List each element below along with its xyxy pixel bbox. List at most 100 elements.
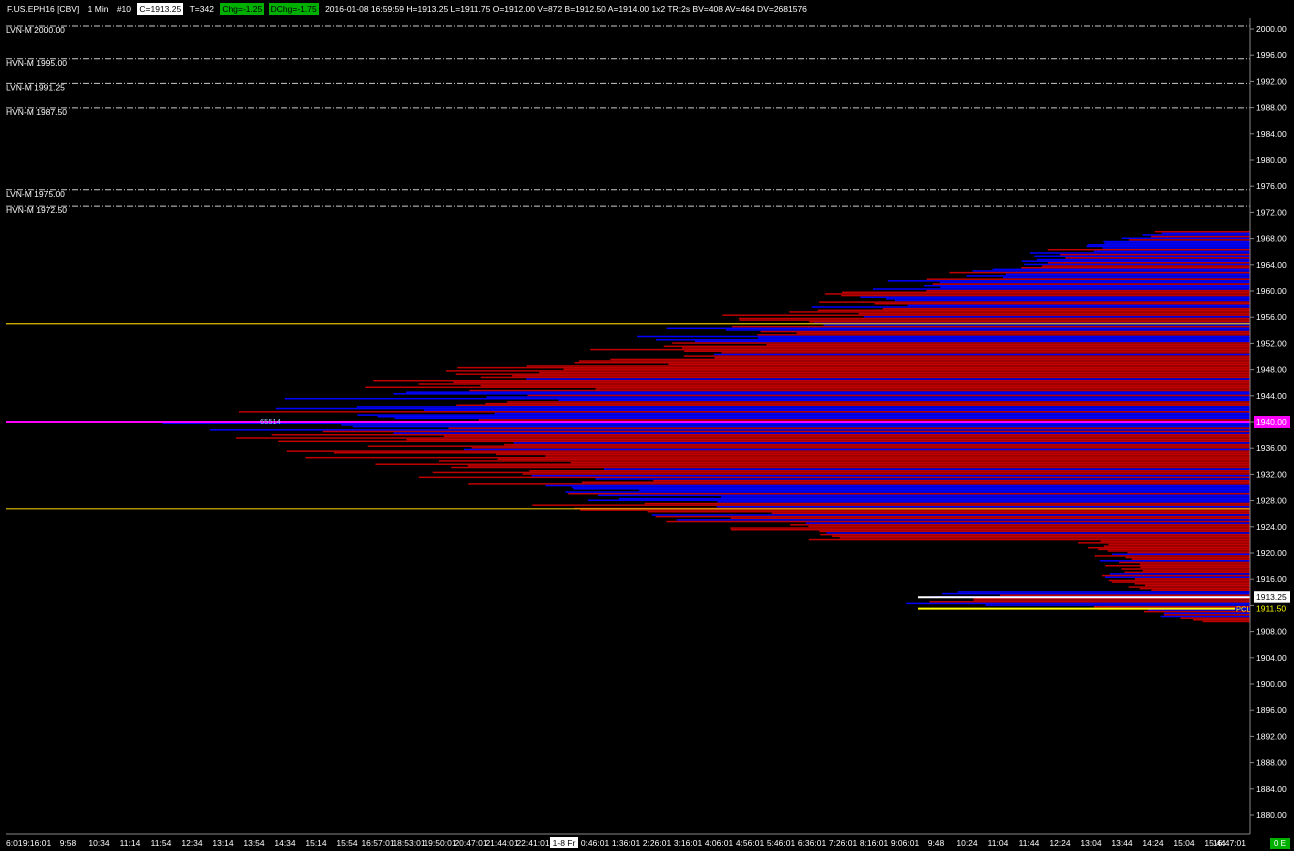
time-tick-label: 11:44 (1019, 838, 1040, 848)
profile-bar (590, 348, 1250, 351)
profile-bar (574, 361, 1250, 364)
node-line-label: HVN-M 1995.00 (6, 58, 67, 68)
time-tick-label: 18:53:01 (392, 838, 425, 848)
node-line-label: LVN-M 1975.00 (6, 189, 65, 199)
profile-bar (666, 520, 1250, 523)
profile-bar (582, 481, 1250, 483)
time-tick-label: 12:24 (1049, 838, 1071, 848)
profile-bar (423, 409, 1250, 411)
price-tick-label: 1988.00 (1256, 103, 1287, 113)
change-badge: Chg=-1.25 (220, 3, 265, 15)
profile-bar (839, 537, 1250, 539)
profile-bar (1112, 553, 1250, 556)
profile-bar (418, 383, 1251, 385)
profile-bar (1041, 265, 1250, 267)
profile-bar (940, 286, 1250, 289)
profile-bar (1108, 579, 1250, 582)
profile-bar (469, 389, 1250, 392)
profile-bar (1142, 569, 1250, 572)
profile-bar (653, 479, 1250, 482)
profile-bar (604, 468, 1250, 470)
profile-bar (824, 293, 1250, 295)
time-axis[interactable]: 6:01 9:16:01 9:58 10:34 11:14 11:54 12:34 13:14… (6, 837, 1246, 848)
profile-bar (333, 452, 1250, 454)
profile-bar (1193, 619, 1250, 621)
profile-bar (820, 533, 1250, 536)
time-tick-label: 1:36:01 (612, 838, 641, 848)
profile-bar (377, 415, 1250, 418)
profile-bar (439, 460, 1250, 462)
profile-bar (760, 330, 1250, 333)
profile-bar (393, 432, 1250, 434)
profile-bar (842, 291, 1250, 294)
profile-bar (1151, 589, 1250, 592)
price-axis[interactable]: 2000.00 1996.00 1992.00 1988.00 1984.00 1980.… (1250, 24, 1290, 820)
profile-bar (580, 509, 1250, 511)
profile-bar (1037, 258, 1250, 261)
profile-bar (286, 450, 1251, 452)
profile-bar (418, 476, 1250, 479)
profile-bar (375, 463, 1250, 465)
profile-bar (595, 388, 1250, 390)
profile-bar (655, 515, 1250, 518)
profile-bar (526, 378, 1250, 380)
price-tick-label: 1904.00 (1256, 653, 1287, 663)
profile-bar (926, 278, 1250, 280)
profile-bar (610, 358, 1250, 361)
profile-bar (1098, 548, 1250, 551)
profile-bar (597, 494, 1250, 497)
profile-bar (1144, 610, 1250, 613)
profile-bar (942, 592, 1250, 595)
profile-bar (1047, 248, 1250, 251)
profile-bar (352, 425, 1251, 428)
profile-bar (563, 368, 1250, 370)
profile-bar (1021, 260, 1250, 262)
profile-bar (545, 484, 1250, 487)
time-tick-label: 19:50:01 (423, 838, 456, 848)
profile-bar (1109, 573, 1250, 575)
profile-bar (872, 288, 1250, 290)
profile-bar (676, 519, 1250, 521)
profile-bar (655, 339, 1250, 341)
profile-bar (1134, 578, 1250, 580)
profile-bar (1121, 237, 1250, 239)
time-tick-label: 13:04 (1080, 838, 1102, 848)
profile-bar (789, 311, 1250, 313)
node-line-label: LVN-M 1991.25 (6, 82, 65, 92)
profile-bar (757, 337, 1250, 339)
profile-bar (1125, 556, 1250, 559)
profile-bar (819, 301, 1250, 303)
daily-change-badge: DChg=-1.75 (268, 3, 319, 15)
chart-header: F.US.EPH16 [CBV] 1 Min #10 C=1913.25 T=3… (0, 0, 1250, 18)
profile-bar (1024, 263, 1250, 266)
price-tick-label: 1976.00 (1256, 181, 1287, 191)
time-tick-label: 2:26:01 (643, 838, 672, 848)
profile-bar (826, 532, 1250, 534)
time-tick-label: 14:24 (1142, 838, 1164, 848)
profile-bar (512, 375, 1250, 377)
time-tick-label: 0:46:01 (581, 838, 610, 848)
profile-bar (1154, 230, 1250, 233)
profile-bar (1131, 558, 1250, 560)
profile-bar (365, 386, 1250, 389)
profile-bar (453, 381, 1251, 384)
profile-bar (1104, 576, 1250, 578)
profile-bar (1047, 262, 1250, 264)
price-tick-label: 1920.00 (1256, 548, 1287, 558)
profile-bar (885, 298, 1250, 300)
time-highlight-box (550, 837, 578, 848)
price-tick-label: 1932.00 (1256, 469, 1287, 479)
profile-bar (457, 366, 1250, 369)
price-tick-label: 1956.00 (1256, 312, 1287, 322)
profile-bar (284, 397, 1250, 400)
profile-bar (860, 296, 1250, 298)
profile-bar (531, 474, 1250, 477)
time-tick-label: 21:44:01 (485, 838, 518, 848)
time-tick-label: 13:54 (243, 838, 265, 848)
time-tick-label: 9:16:01 (23, 838, 52, 848)
profile-bar (668, 363, 1250, 366)
pcl-price-label: 1911.50 (1256, 604, 1286, 614)
profile-bar (1093, 605, 1250, 608)
profile-bar (480, 376, 1250, 379)
